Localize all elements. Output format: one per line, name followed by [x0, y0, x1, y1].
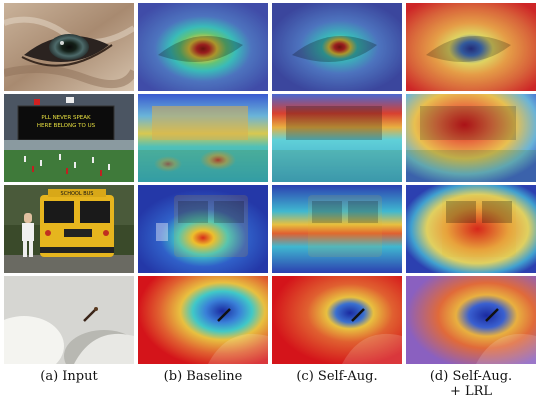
row1-input-image — [4, 3, 134, 91]
row1-selfaug-heatmap — [272, 3, 402, 91]
caption-self-aug: (c) Self-Aug. — [296, 369, 378, 384]
caption-self-aug-lrl-line2: + LRL — [449, 384, 493, 399]
figure-grid: PLL NEVER SPEAK HERE BELONG TO US — [4, 3, 537, 365]
row3-selfaug-heatmap — [272, 185, 402, 273]
caption-self-aug-lrl: (d) Self-Aug. + LRL — [404, 369, 538, 399]
row1-baseline-heatmap — [138, 3, 268, 91]
row4-selfaug-heatmap — [272, 276, 402, 364]
bus-sign-text: SCHOOL BUS — [61, 191, 94, 197]
row2-input-image: PLL NEVER SPEAK HERE BELONG TO US — [4, 94, 134, 182]
row2-baseline-heatmap — [138, 94, 268, 182]
row1-selfaug-lrl-heatmap — [406, 3, 536, 91]
caption-self-aug-lrl-line1: (d) Self-Aug. — [429, 369, 513, 384]
scoreboard-text-1: PLL NEVER SPEAK — [41, 115, 91, 121]
row3-baseline-heatmap — [138, 185, 268, 273]
row4-input-image — [4, 276, 134, 364]
row2-selfaug-lrl-heatmap — [406, 94, 536, 182]
row3-selfaug-lrl-heatmap — [406, 185, 536, 273]
caption-input: (a) Input — [40, 369, 98, 384]
caption-baseline: (b) Baseline — [163, 369, 243, 384]
row4-baseline-heatmap — [138, 276, 268, 364]
row4-selfaug-lrl-heatmap — [406, 276, 536, 364]
scoreboard-text-2: HERE BELONG TO US — [37, 123, 96, 129]
row2-selfaug-heatmap — [272, 94, 402, 182]
row3-input-image: SCHOOL BUS — [4, 185, 134, 273]
